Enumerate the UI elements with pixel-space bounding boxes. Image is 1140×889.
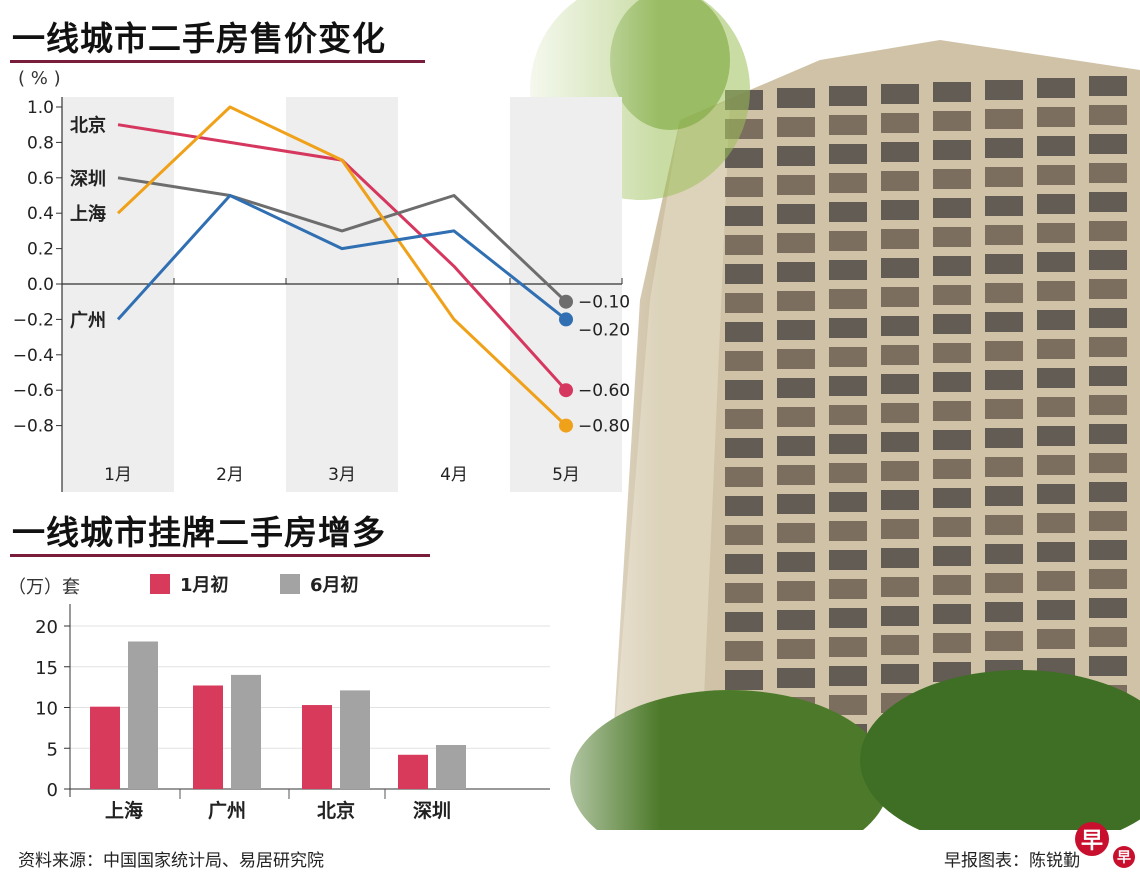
zaobao-logo: 早 [1075, 822, 1109, 856]
y-tick-label: 15 [35, 658, 58, 679]
title-rule [10, 60, 425, 63]
bar-1月初 [90, 706, 120, 789]
bar-chart: 1月初 6月初 20 15 10 5 0 上海 广州 北京 深圳 [35, 574, 550, 822]
y-tick-label: 10 [35, 699, 58, 720]
y-tick-label: 0.8 [27, 133, 54, 153]
bar-1月初 [398, 754, 428, 789]
bar-1月初 [302, 705, 332, 789]
line-chart: ( % ) 1.0 0.8 0.6 0.4 0.2 0.0 −0.2 −0.4 −0.6 −0.8 1… [13, 68, 630, 492]
y-tick-label: 0 [47, 780, 58, 801]
series-label: 上海 [70, 203, 106, 225]
bar-y-axis-unit: （万）套 [8, 577, 80, 598]
end-point [559, 312, 573, 327]
title-rule [10, 554, 430, 557]
y-tick-label: 5 [47, 739, 58, 760]
end-point [559, 418, 573, 433]
column-band [286, 97, 398, 492]
column-band [62, 97, 174, 492]
y-tick-label: 0.4 [27, 204, 54, 224]
y-tick-label: 0.0 [27, 275, 54, 295]
line-chart-title: 一线城市二手房售价变化 [12, 19, 386, 58]
x-tick-label: 上海 [105, 799, 143, 822]
series-line-上海 [116, 105, 568, 427]
x-tick-label: 2月 [216, 465, 244, 485]
legend-swatch [280, 574, 300, 594]
bar-6月初 [340, 690, 370, 789]
x-tick-label: 5月 [552, 465, 580, 485]
x-tick-label: 1月 [104, 465, 132, 485]
y-tick-label: −0.4 [13, 346, 54, 366]
legend-swatch [150, 574, 170, 594]
y-tick-label: 0.2 [27, 240, 54, 260]
bar-6月初 [231, 674, 261, 789]
series-label: 广州 [70, 309, 106, 331]
series-line-深圳 [117, 176, 568, 303]
credit-note: 早报图表：陈锐勤 [944, 851, 1080, 871]
series-label: 北京 [70, 115, 106, 137]
series-line-广州 [116, 194, 567, 321]
x-tick-label: 3月 [328, 465, 356, 485]
series-label: 深圳 [70, 168, 106, 190]
y-tick-label: 20 [35, 617, 58, 638]
y-tick-label: 1.0 [27, 98, 54, 118]
legend-label: 1月初 [180, 574, 229, 596]
x-tick-label: 4月 [440, 465, 468, 485]
y-tick-label: −0.2 [13, 310, 54, 330]
zaobao-logo-small: 早 [1113, 846, 1135, 868]
bar-6月初 [128, 641, 158, 789]
y-axis-unit: ( % ) [18, 68, 61, 89]
bar-1月初 [193, 685, 223, 789]
y-tick-label: −0.6 [13, 381, 54, 401]
end-point [559, 383, 573, 398]
bar-chart-title: 一线城市挂牌二手房增多 [12, 513, 386, 552]
x-tick-label: 深圳 [413, 799, 451, 822]
end-point [559, 294, 573, 309]
end-value-label: −0.20 [578, 320, 630, 340]
x-tick-label: 广州 [208, 799, 246, 822]
end-value-label: −0.60 [578, 381, 630, 401]
end-value-label: −0.80 [578, 417, 630, 437]
y-tick-label: −0.8 [13, 417, 54, 437]
x-tick-label: 北京 [317, 799, 355, 822]
end-value-label: −0.10 [578, 293, 630, 313]
bar-6月初 [436, 744, 466, 789]
source-note: 资料来源：中国国家统计局、易居研究院 [18, 851, 324, 871]
y-tick-label: 0.6 [27, 169, 54, 189]
legend-label: 6月初 [310, 574, 359, 596]
